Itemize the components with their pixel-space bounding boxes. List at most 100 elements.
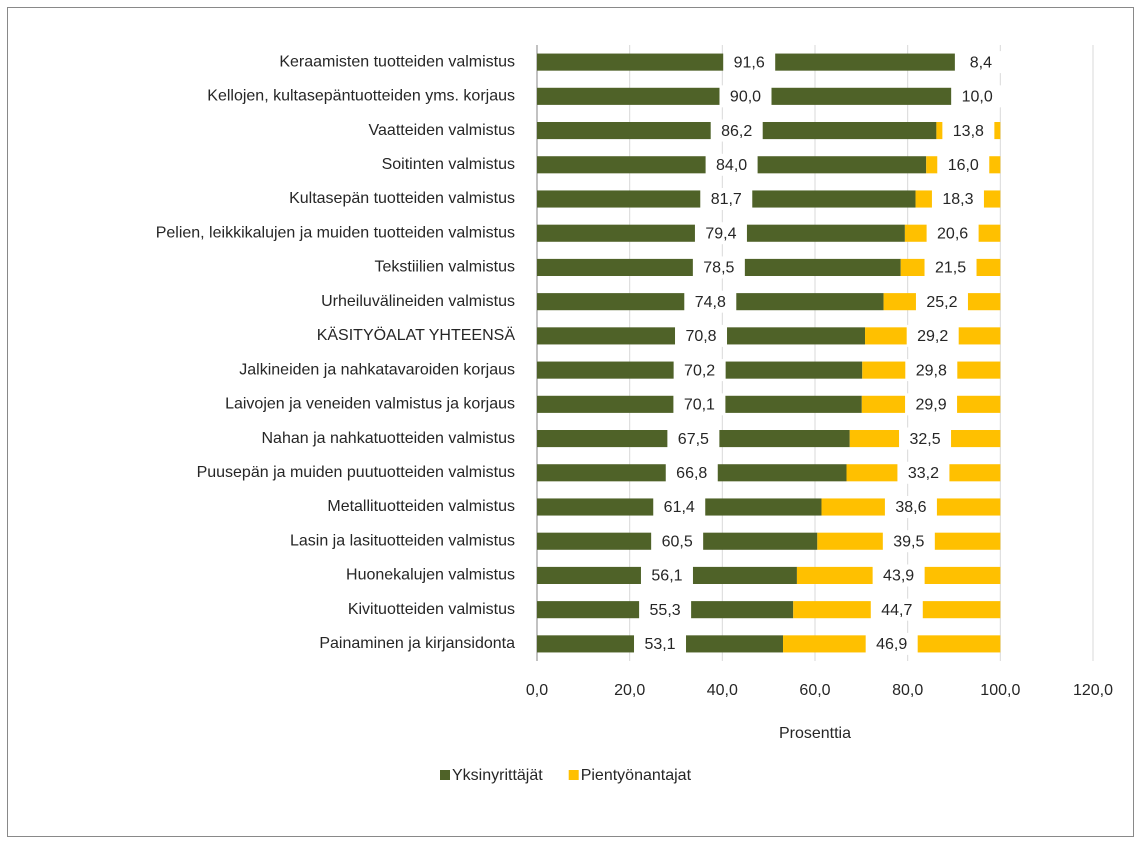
legend-label: Pientyönantajat xyxy=(581,767,692,784)
value-label: 13,8 xyxy=(953,123,984,140)
category-label: Painaminen ja kirjansidonta xyxy=(319,635,515,652)
category-label: Tekstiilien valmistus xyxy=(375,259,515,276)
value-label-box xyxy=(640,564,693,587)
category-label: Puusepän ja muiden puutuotteiden valmist… xyxy=(197,464,515,481)
value-label-box xyxy=(951,85,1004,108)
value-label: 20,6 xyxy=(937,225,968,242)
category-label: Keraamisten tuotteiden valmistus xyxy=(279,53,515,70)
value-label: 70,2 xyxy=(684,362,715,379)
value-label-box xyxy=(719,85,772,108)
value-label-box xyxy=(884,496,937,518)
category-label: Vaatteiden valmistus xyxy=(369,122,515,139)
category-label: Huonekalujen valmistus xyxy=(346,567,515,584)
value-label: 81,7 xyxy=(711,191,742,208)
value-label: 10,0 xyxy=(962,89,993,106)
value-label-box xyxy=(675,324,728,347)
value-label: 18,3 xyxy=(942,191,973,208)
value-label-box xyxy=(651,530,704,553)
x-axis-title: Prosenttia xyxy=(779,725,851,742)
value-label-box xyxy=(700,188,753,210)
value-label: 91,6 xyxy=(734,54,765,71)
value-label: 74,8 xyxy=(695,294,726,311)
value-label-box xyxy=(899,427,952,450)
value-label: 66,8 xyxy=(676,465,707,482)
category-label: Nahan ja nahkatuotteiden valmistus xyxy=(262,430,516,447)
value-label: 32,5 xyxy=(909,431,940,448)
x-tick-label: 0,0 xyxy=(526,682,548,699)
legend-swatch xyxy=(568,770,579,780)
value-label: 8,4 xyxy=(970,54,992,71)
value-label-box xyxy=(931,188,984,210)
category-label: Jalkineiden ja nahkatavaroiden korjaus xyxy=(239,361,515,378)
value-label: 29,9 xyxy=(915,397,946,414)
value-label-box xyxy=(942,119,995,142)
x-tick-label: 120,0 xyxy=(1073,682,1113,699)
value-label: 61,4 xyxy=(664,499,695,516)
value-label: 33,2 xyxy=(908,465,939,482)
value-label-box xyxy=(926,222,979,245)
value-label-box xyxy=(653,496,706,518)
value-label-box xyxy=(915,290,968,313)
category-label: Kivituotteiden valmistus xyxy=(348,601,515,618)
legend-swatch xyxy=(440,770,450,780)
value-label: 43,9 xyxy=(883,568,914,585)
value-label: 60,5 xyxy=(662,533,693,550)
chart-border xyxy=(7,7,1134,837)
category-label: Kultasepän tuotteiden valmistus xyxy=(289,190,515,207)
value-label: 67,5 xyxy=(678,431,709,448)
category-label: Metallituotteiden valmistus xyxy=(327,498,515,515)
x-tick-label: 100,0 xyxy=(980,682,1020,699)
value-label-box xyxy=(906,324,959,347)
value-label: 39,5 xyxy=(893,533,924,550)
value-label: 29,8 xyxy=(916,362,947,379)
value-label: 29,2 xyxy=(917,328,948,345)
x-tick-label: 40,0 xyxy=(707,682,738,699)
value-label-box xyxy=(665,461,718,484)
category-label: Urheiluvälineiden valmistus xyxy=(321,293,515,310)
value-label: 78,5 xyxy=(703,260,734,277)
value-label-box xyxy=(954,51,1007,74)
value-label: 55,3 xyxy=(650,602,681,619)
value-label-box xyxy=(872,564,925,587)
value-label-box xyxy=(634,632,687,655)
value-label: 44,7 xyxy=(881,602,912,619)
value-label-box xyxy=(897,461,950,484)
category-label: Soitinten valmistus xyxy=(382,156,515,173)
category-label: Kellojen, kultasepäntuotteiden yms. korj… xyxy=(207,88,515,105)
value-label-box xyxy=(865,632,918,655)
value-label-box xyxy=(673,393,726,416)
value-label-box xyxy=(710,119,763,142)
value-label: 56,1 xyxy=(651,568,682,585)
legend-label: Yksinyrittäjät xyxy=(452,767,543,784)
x-tick-label: 80,0 xyxy=(892,682,923,699)
value-label: 79,4 xyxy=(705,225,736,242)
x-tick-label: 20,0 xyxy=(614,682,645,699)
value-label: 84,0 xyxy=(716,157,747,174)
value-label: 70,1 xyxy=(684,397,715,414)
value-label-box xyxy=(924,256,977,279)
value-label: 53,1 xyxy=(644,636,675,653)
category-label: Pelien, leikkikalujen ja muiden tuotteid… xyxy=(156,224,515,241)
value-label-box xyxy=(905,359,958,382)
category-label: KÄSITYÖALAT YHTEENSÄ xyxy=(317,326,516,344)
value-label-box xyxy=(694,222,747,245)
value-label-box xyxy=(882,530,935,553)
value-label-box xyxy=(723,51,776,74)
value-label-box xyxy=(667,427,720,450)
value-label: 16,0 xyxy=(948,157,979,174)
value-label: 86,2 xyxy=(721,123,752,140)
value-label-box xyxy=(905,393,958,416)
category-label: Laivojen ja veneiden valmistus ja korjau… xyxy=(225,396,515,413)
value-label: 90,0 xyxy=(730,89,761,106)
value-label: 70,8 xyxy=(685,328,716,345)
value-label-box xyxy=(870,598,923,621)
value-label: 46,9 xyxy=(876,636,907,653)
value-label: 38,6 xyxy=(895,499,926,516)
x-tick-label: 60,0 xyxy=(799,682,830,699)
value-label-box xyxy=(705,153,758,176)
value-label-box xyxy=(937,153,990,176)
value-label: 25,2 xyxy=(926,294,957,311)
value-label-box xyxy=(673,359,726,382)
value-label-box xyxy=(639,598,692,621)
